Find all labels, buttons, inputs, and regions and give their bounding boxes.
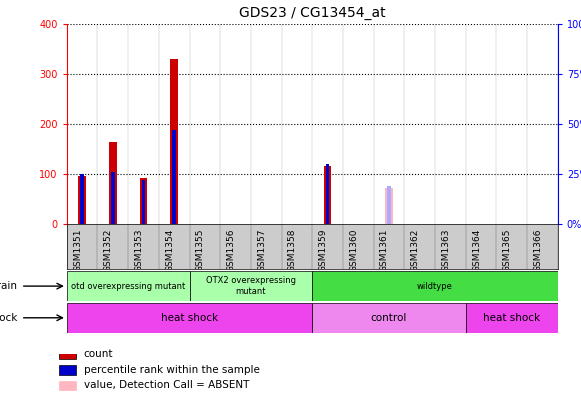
Bar [326,164,329,224]
Text: heat shock: heat shock [161,313,218,323]
Bar [387,186,391,224]
Text: GSM1364: GSM1364 [472,228,481,272]
Text: shock: shock [0,313,17,323]
Text: GSM1354: GSM1354 [165,228,174,272]
Text: GSM1366: GSM1366 [533,228,543,272]
Bar [142,180,145,224]
Bar [313,303,466,333]
Bar [67,271,189,301]
Text: GSM1362: GSM1362 [411,228,419,272]
Title: GDS23 / CG13454_at: GDS23 / CG13454_at [239,6,386,20]
Text: GSM1357: GSM1357 [257,228,266,272]
Text: percentile rank within the sample: percentile rank within the sample [84,365,259,375]
Text: GSM1353: GSM1353 [135,228,144,272]
Bar [466,303,558,333]
Text: value, Detection Call = ABSENT: value, Detection Call = ABSENT [84,381,249,390]
Text: GSM1358: GSM1358 [288,228,297,272]
Text: GSM1360: GSM1360 [349,228,358,272]
Bar [111,172,114,224]
Text: OTX2 overexpressing
mutant: OTX2 overexpressing mutant [206,276,296,296]
Text: otd overexpressing mutant: otd overexpressing mutant [71,282,185,291]
Bar [59,350,76,359]
Bar [67,303,313,333]
Bar [80,174,84,224]
Text: strain: strain [0,281,17,291]
Bar [385,188,393,224]
Bar [170,59,178,224]
Bar [59,381,76,390]
Text: heat shock: heat shock [483,313,540,323]
Text: GSM1365: GSM1365 [503,228,512,272]
Text: GSM1352: GSM1352 [104,228,113,272]
Bar [78,176,86,224]
Text: GSM1356: GSM1356 [227,228,235,272]
Bar [324,166,332,224]
Text: GSM1361: GSM1361 [380,228,389,272]
Text: count: count [84,349,113,360]
Bar [109,142,117,224]
Text: GSM1359: GSM1359 [318,228,328,272]
Bar [189,271,313,301]
Text: control: control [371,313,407,323]
Bar [173,130,176,224]
Text: GSM1351: GSM1351 [73,228,82,272]
Text: GSM1355: GSM1355 [196,228,205,272]
Text: GSM1363: GSM1363 [442,228,450,272]
Bar [139,178,148,224]
Bar [59,366,76,375]
Text: wildtype: wildtype [417,282,453,291]
Bar [313,271,558,301]
